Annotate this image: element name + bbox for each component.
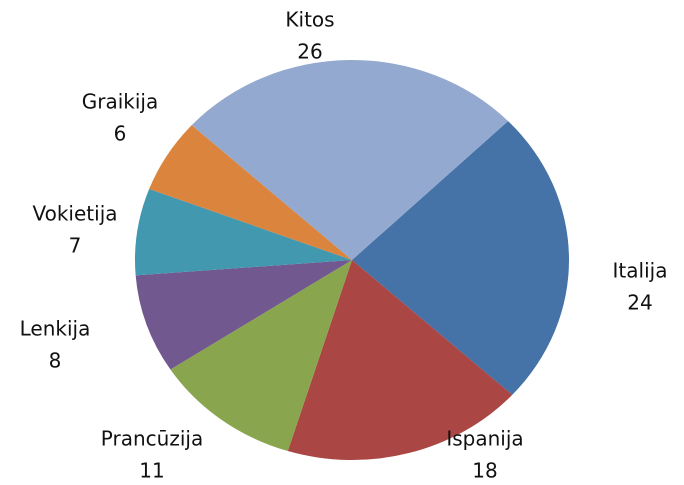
slice-value: 6 [114,122,127,146]
slice-value: 18 [472,459,497,483]
slice-label: Prancūzija [101,427,203,451]
slice-value: 24 [627,291,652,315]
slice-label: Lenkija [20,317,91,341]
pie-slice [287,260,513,461]
pie-slice [352,121,569,395]
slice-value: 8 [49,349,62,373]
slice-value: 26 [297,40,322,64]
slice-value: 11 [139,459,164,483]
pie-slice [135,260,352,370]
slice-label: Vokietija [32,202,117,226]
pie-slice [135,188,352,276]
pie-slice [170,260,352,452]
slice-label: Kitos [285,8,334,32]
pie-slice [191,59,509,260]
pie-slice [149,125,352,260]
slice-label: Ispanija [446,427,523,451]
slice-value: 7 [69,234,82,258]
slice-label: Italija [613,259,668,283]
slice-label: Graikija [82,90,158,114]
